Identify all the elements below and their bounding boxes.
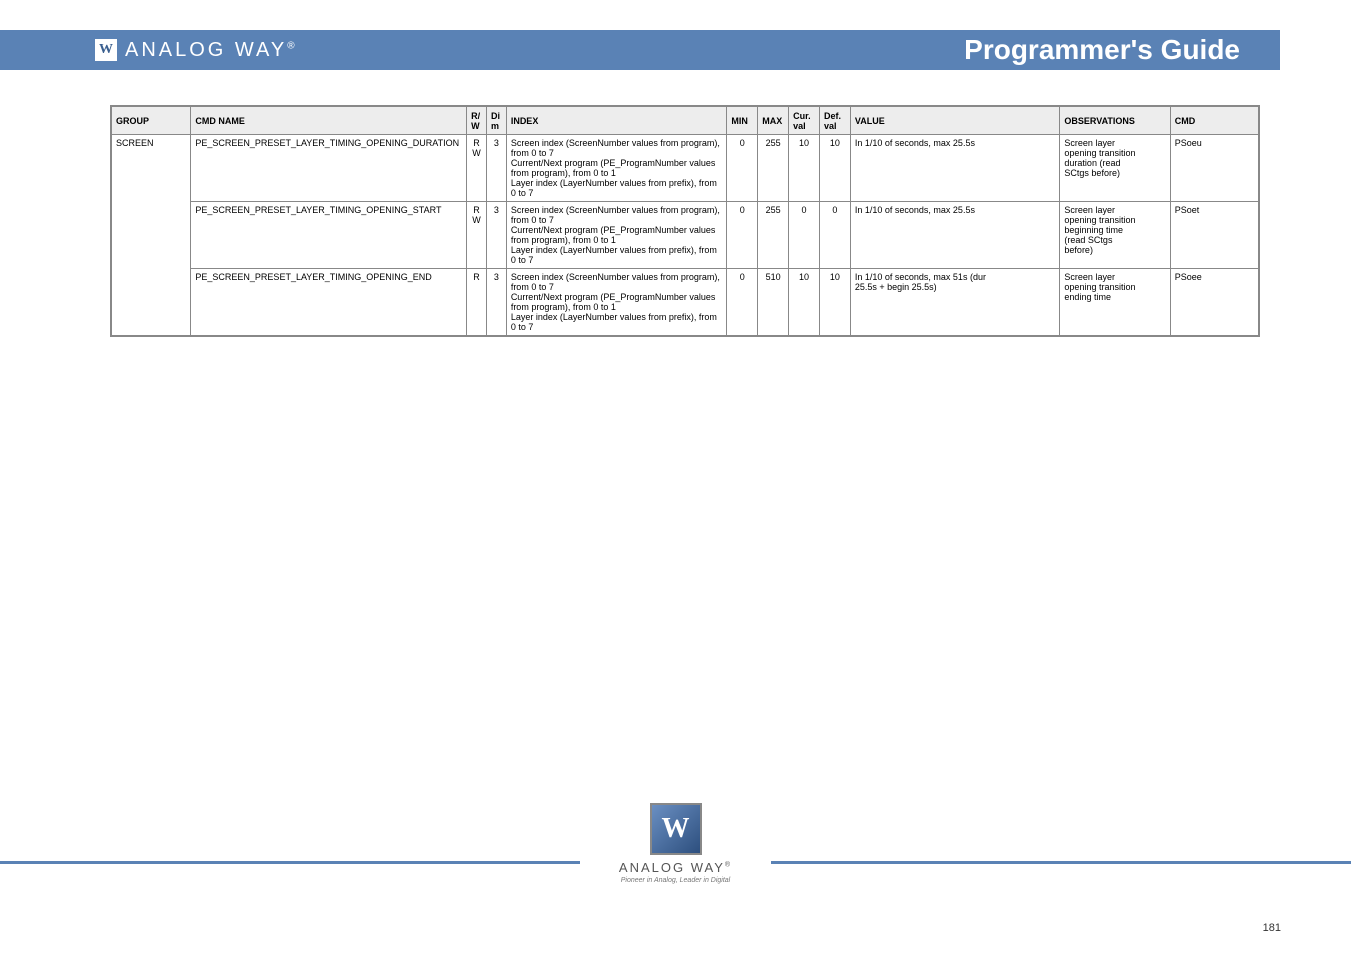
logo-icon: W [95,39,117,61]
footer-brand-name: ANALOG WAY [619,860,725,875]
footer-brand-reg: ® [725,862,732,869]
cell-obs: Screen layer opening transition ending t… [1060,269,1170,336]
cell-obs: Screen layer opening transition duration… [1060,135,1170,202]
cell-def: 10 [820,135,851,202]
cell-min: 0 [727,202,758,269]
cell-value: In 1/10 of seconds, max 25.5s [850,135,1060,202]
cell-cmd-name: PE_SCREEN_PRESET_LAYER_TIMING_OPENING_DU… [191,135,467,202]
cell-def: 0 [820,202,851,269]
col-cur: Cur. val [789,107,820,135]
footer-logo-icon: W [650,803,702,855]
cell-min: 0 [727,135,758,202]
col-index: INDEX [506,107,727,135]
col-obs: OBSERVATIONS [1060,107,1170,135]
table-row: PE_SCREEN_PRESET_LAYER_TIMING_OPENING_EN… [112,269,1259,336]
cell-max: 255 [758,202,789,269]
cell-group: SCREEN [112,135,191,336]
cell-dim: 3 [486,135,506,202]
cell-cmd: PSoee [1170,269,1258,336]
footer-brand: ANALOG WAY® [619,860,732,875]
col-cmd-name: CMD NAME [191,107,467,135]
cell-max: 255 [758,135,789,202]
logo-glyph: W [99,42,113,58]
cell-dim: 3 [486,202,506,269]
col-dim: Dim [486,107,506,135]
page-number: 181 [1263,922,1281,934]
cell-value: In 1/10 of seconds, max 25.5s [850,202,1060,269]
table-row: SCREENPE_SCREEN_PRESET_LAYER_TIMING_OPEN… [112,135,1259,202]
cell-index: Screen index (ScreenNumber values from p… [506,135,727,202]
cell-rw: RW [467,202,487,269]
brand-text: ANALOG WAY® [125,39,298,62]
command-table: GROUP CMD NAME R/W Dim INDEX MIN MAX Cur… [110,105,1260,337]
page-title: Programmer's Guide [964,34,1240,66]
col-max: MAX [758,107,789,135]
header-bar: W ANALOG WAY® Programmer's Guide [0,30,1280,70]
cell-cmd-name: PE_SCREEN_PRESET_LAYER_TIMING_OPENING_ST… [191,202,467,269]
brand-name: ANALOG WAY [125,39,287,61]
brand-reg: ® [287,40,297,51]
cell-cmd-name: PE_SCREEN_PRESET_LAYER_TIMING_OPENING_EN… [191,269,467,336]
cell-cmd: PSoet [1170,202,1258,269]
cell-rw: R [467,269,487,336]
footer-tagline: Pioneer in Analog, Leader in Digital [621,877,730,884]
cell-min: 0 [727,269,758,336]
col-min: MIN [727,107,758,135]
col-rw: R/W [467,107,487,135]
cell-cur: 10 [789,135,820,202]
cell-max: 510 [758,269,789,336]
header-logo-block: W ANALOG WAY® [95,39,298,62]
cell-cur: 10 [789,269,820,336]
cell-cur: 0 [789,202,820,269]
col-group: GROUP [112,107,191,135]
cell-rw: RW [467,135,487,202]
cell-def: 10 [820,269,851,336]
cell-cmd: PSoeu [1170,135,1258,202]
cell-index: Screen index (ScreenNumber values from p… [506,269,727,336]
cell-obs: Screen layer opening transition beginnin… [1060,202,1170,269]
col-value: VALUE [850,107,1060,135]
table-header-row: GROUP CMD NAME R/W Dim INDEX MIN MAX Cur… [112,107,1259,135]
col-cmd: CMD [1170,107,1258,135]
cell-index: Screen index (ScreenNumber values from p… [506,202,727,269]
cell-value: In 1/10 of seconds, max 51s (dur 25.5s +… [850,269,1060,336]
table-row: PE_SCREEN_PRESET_LAYER_TIMING_OPENING_ST… [112,202,1259,269]
cell-dim: 3 [486,269,506,336]
footer-logo-block: W ANALOG WAY® Pioneer in Analog, Leader … [0,803,1351,884]
col-def: Def. val [820,107,851,135]
